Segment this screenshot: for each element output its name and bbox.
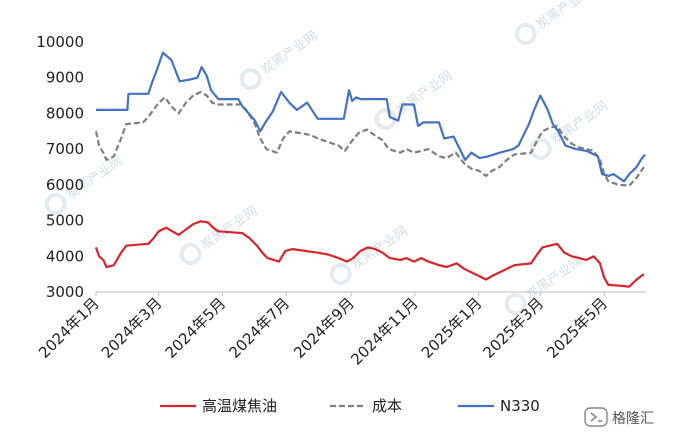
watermark-text: 炭黑产业网 xyxy=(394,69,456,119)
legend-label: N330 xyxy=(500,397,540,415)
series-line-2 xyxy=(96,51,646,183)
watermark-text: 炭黑产业网 xyxy=(549,99,611,149)
y-tick-label: 10000 xyxy=(36,33,84,51)
brand-text: 格隆汇 xyxy=(612,411,654,427)
watermark-text: 炭黑产业网 xyxy=(349,224,411,274)
y-tick-label: 6000 xyxy=(46,176,84,194)
y-tick-label: 4000 xyxy=(46,247,84,265)
x-tick-label: 2024年3月 xyxy=(98,294,166,362)
x-axis: 2024年1月2024年3月2024年5月2024年7月2024年9月2024年… xyxy=(35,291,646,369)
x-tick-label: 2025年3月 xyxy=(480,294,548,362)
x-tick-label: 2025年5月 xyxy=(543,294,611,362)
legend: 高温煤焦油 成本 N330 xyxy=(160,397,540,415)
watermark: 炭黑产业网 xyxy=(514,0,596,45)
gelonghui-logo-icon xyxy=(584,407,608,427)
series-line-0 xyxy=(94,220,645,288)
x-tick-label: 2025年1月 xyxy=(418,294,486,362)
watermark: 炭黑产业网 xyxy=(529,99,611,160)
watermark: 炭黑产业网 xyxy=(329,224,411,285)
series-layer xyxy=(94,51,646,288)
x-tick-label: 2024年5月 xyxy=(162,294,230,362)
y-tick-label: 9000 xyxy=(46,69,84,87)
legend-label: 高温煤焦油 xyxy=(202,397,277,415)
brand-badge: 格隆汇 xyxy=(584,407,654,427)
y-tick-label: 3000 xyxy=(46,283,84,301)
watermark: 炭黑产业网 xyxy=(239,29,321,90)
x-tick-label: 2024年11月 xyxy=(347,294,421,368)
watermark-text: 炭黑产业网 xyxy=(534,0,596,33)
x-tick-label: 2024年9月 xyxy=(290,294,358,362)
watermark-text: 炭黑产业网 xyxy=(199,204,261,254)
y-axis: 3000 4000 5000 6000 7000 8000 9000 10000 xyxy=(36,33,84,301)
watermark-text: 炭黑产业网 xyxy=(259,29,321,79)
series-line-1 xyxy=(94,90,645,187)
x-tick-label: 2024年7月 xyxy=(225,294,293,362)
y-tick-label: 5000 xyxy=(46,212,84,230)
y-tick-label: 8000 xyxy=(46,104,84,122)
x-tick-label: 2024年1月 xyxy=(35,294,103,362)
watermark: 炭黑产业网 xyxy=(179,204,261,265)
legend-label: 成本 xyxy=(372,397,402,415)
y-tick-label: 7000 xyxy=(46,140,84,158)
